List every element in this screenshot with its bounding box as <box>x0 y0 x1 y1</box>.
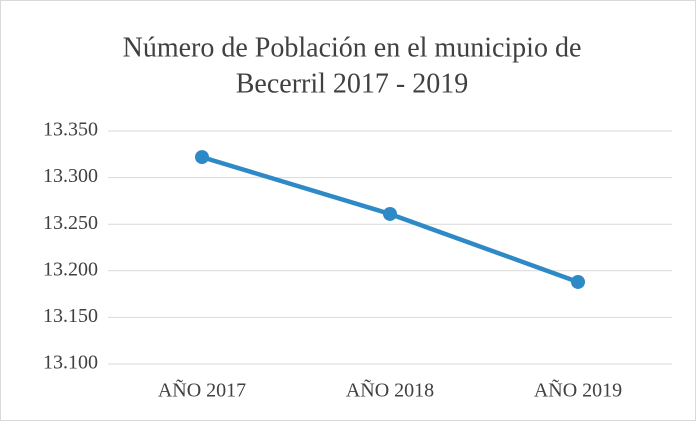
y-tick-label: 13.300 <box>43 165 98 187</box>
y-tick-label: 13.150 <box>43 305 98 327</box>
x-tick-label: AÑO 2019 <box>534 378 622 402</box>
chart-title: Becerril 2017 - 2019 <box>236 68 469 99</box>
x-tick-label: AÑO 2018 <box>346 378 434 402</box>
y-tick-label: 13.250 <box>43 212 98 234</box>
point <box>571 274 585 289</box>
y-tick-label: 13.100 <box>43 352 98 374</box>
point <box>383 206 397 221</box>
point <box>195 150 209 165</box>
y-tick-label: 13.350 <box>43 119 98 141</box>
chart-title: Número de Población en el municipio de <box>123 32 582 63</box>
y-tick-label: 13.200 <box>43 258 98 280</box>
x-tick-label: AÑO 2017 <box>158 378 246 402</box>
